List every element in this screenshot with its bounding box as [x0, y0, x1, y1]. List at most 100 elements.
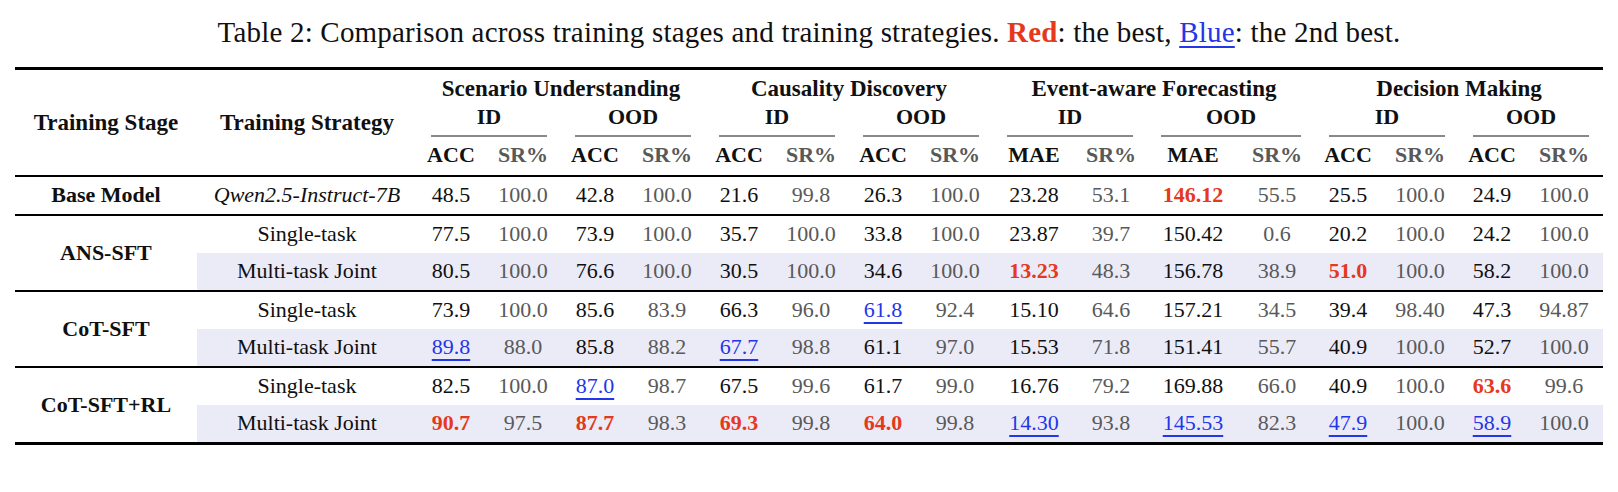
- training-strategy-cell: Multi-task Joint: [197, 405, 417, 444]
- metric-header: ACC: [1459, 137, 1525, 176]
- metric-value-cell: 23.87: [993, 215, 1075, 253]
- sr-value-cell: 39.7: [1075, 215, 1147, 253]
- caption-blue-label: Blue: [1179, 16, 1235, 48]
- sr-value-cell: 98.3: [629, 405, 705, 444]
- paper-page: Table 2: Comparison across training stag…: [0, 0, 1618, 492]
- sr-value-cell: 99.6: [1525, 367, 1603, 405]
- sr-value-cell: 100.0: [1381, 253, 1459, 291]
- metric-value-cell: 33.8: [849, 215, 917, 253]
- group-header-row: Training Stage Training Strategy Scenari…: [15, 69, 1603, 103]
- sr-value-cell: 100.0: [1525, 215, 1603, 253]
- sr-value-cell: 100.0: [485, 367, 561, 405]
- metric-value-cell: 77.5: [417, 215, 485, 253]
- second-best-value-cell: 47.9: [1315, 405, 1381, 444]
- sr-header: SR%: [917, 137, 993, 176]
- metric-value-cell: 58.2: [1459, 253, 1525, 291]
- training-strategy-cell: Multi-task Joint: [197, 329, 417, 367]
- sr-value-cell: 100.0: [917, 215, 993, 253]
- table-row: ANS-SFTSingle-task77.5100.073.9100.035.7…: [15, 215, 1603, 253]
- sr-value-cell: 64.6: [1075, 291, 1147, 329]
- best-value-cell: 51.0: [1315, 253, 1381, 291]
- sr-value-cell: 100.0: [485, 253, 561, 291]
- sr-value-cell: 100.0: [1381, 405, 1459, 444]
- ood-subheader: OOD: [561, 102, 705, 137]
- id-subheader: ID: [993, 102, 1147, 137]
- sr-value-cell: 96.0: [773, 291, 849, 329]
- metric-header: MAE: [1147, 137, 1239, 176]
- training-strategy-cell: Single-task: [197, 291, 417, 329]
- metric-value-cell: 15.10: [993, 291, 1075, 329]
- sr-value-cell: 100.0: [1381, 176, 1459, 215]
- metric-value-cell: 30.5: [705, 253, 773, 291]
- sr-value-cell: 83.9: [629, 291, 705, 329]
- metric-header: ACC: [1315, 137, 1381, 176]
- metric-value-cell: 156.78: [1147, 253, 1239, 291]
- caption-text-before: Table 2: Comparison across training stag…: [218, 16, 1008, 48]
- metric-value-cell: 66.3: [705, 291, 773, 329]
- metric-value-cell: 85.6: [561, 291, 629, 329]
- sr-value-cell: 100.0: [1525, 329, 1603, 367]
- metric-value-cell: 85.8: [561, 329, 629, 367]
- second-best-value-cell: 58.9: [1459, 405, 1525, 444]
- best-value-cell: 13.23: [993, 253, 1075, 291]
- metric-header: ACC: [561, 137, 629, 176]
- table-row: Multi-task Joint89.888.085.888.267.798.8…: [15, 329, 1603, 367]
- metric-value-cell: 20.2: [1315, 215, 1381, 253]
- second-best-value-cell: 89.8: [417, 329, 485, 367]
- sr-value-cell: 100.0: [917, 176, 993, 215]
- sr-value-cell: 99.8: [773, 176, 849, 215]
- metric-value-cell: 47.3: [1459, 291, 1525, 329]
- sr-value-cell: 98.7: [629, 367, 705, 405]
- metric-value-cell: 73.9: [561, 215, 629, 253]
- second-best-value-cell: 145.53: [1147, 405, 1239, 444]
- sr-value-cell: 100.0: [629, 215, 705, 253]
- ood-subheader: OOD: [849, 102, 993, 137]
- sr-value-cell: 97.0: [917, 329, 993, 367]
- sr-value-cell: 71.8: [1075, 329, 1147, 367]
- training-stage-cell: Base Model: [15, 176, 197, 215]
- sr-value-cell: 88.0: [485, 329, 561, 367]
- sr-value-cell: 48.3: [1075, 253, 1147, 291]
- table-body: Base ModelQwen2.5-Instruct-7B48.5100.042…: [15, 176, 1603, 444]
- sr-value-cell: 100.0: [1525, 176, 1603, 215]
- training-stage-cell: CoT-SFT+RL: [15, 367, 197, 444]
- sr-value-cell: 100.0: [485, 215, 561, 253]
- sr-value-cell: 79.2: [1075, 367, 1147, 405]
- sr-value-cell: 98.40: [1381, 291, 1459, 329]
- metric-value-cell: 67.5: [705, 367, 773, 405]
- sr-value-cell: 100.0: [917, 253, 993, 291]
- best-value-cell: 146.12: [1147, 176, 1239, 215]
- sr-value-cell: 99.8: [773, 405, 849, 444]
- sr-value-cell: 100.0: [629, 253, 705, 291]
- metric-value-cell: 35.7: [705, 215, 773, 253]
- metric-value-cell: 40.9: [1315, 329, 1381, 367]
- metric-value-cell: 151.41: [1147, 329, 1239, 367]
- training-stage-cell: ANS-SFT: [15, 215, 197, 291]
- metric-value-cell: 76.6: [561, 253, 629, 291]
- sr-value-cell: 38.9: [1239, 253, 1315, 291]
- sr-header: SR%: [773, 137, 849, 176]
- sr-header: SR%: [485, 137, 561, 176]
- metric-value-cell: 61.7: [849, 367, 917, 405]
- group-header-scenario-understanding: Scenario Understanding: [417, 69, 705, 103]
- table-row: Base ModelQwen2.5-Instruct-7B48.5100.042…: [15, 176, 1603, 215]
- sr-header: SR%: [1525, 137, 1603, 176]
- training-stage-header: Training Stage: [15, 69, 197, 177]
- metric-value-cell: 52.7: [1459, 329, 1525, 367]
- metric-value-cell: 73.9: [417, 291, 485, 329]
- table-row: CoT-SFTSingle-task73.9100.085.683.966.39…: [15, 291, 1603, 329]
- metric-header: ACC: [417, 137, 485, 176]
- table-row: Multi-task Joint90.797.587.798.369.399.8…: [15, 405, 1603, 444]
- training-strategy-cell: Single-task: [197, 367, 417, 405]
- sr-value-cell: 100.0: [773, 215, 849, 253]
- metric-value-cell: 48.5: [417, 176, 485, 215]
- second-best-value-cell: 61.8: [849, 291, 917, 329]
- sr-header: SR%: [629, 137, 705, 176]
- sr-value-cell: 66.0: [1239, 367, 1315, 405]
- sr-value-cell: 55.7: [1239, 329, 1315, 367]
- metric-header: ACC: [705, 137, 773, 176]
- metric-value-cell: 15.53: [993, 329, 1075, 367]
- second-best-value-cell: 67.7: [705, 329, 773, 367]
- best-value-cell: 63.6: [1459, 367, 1525, 405]
- id-subheader: ID: [705, 102, 849, 137]
